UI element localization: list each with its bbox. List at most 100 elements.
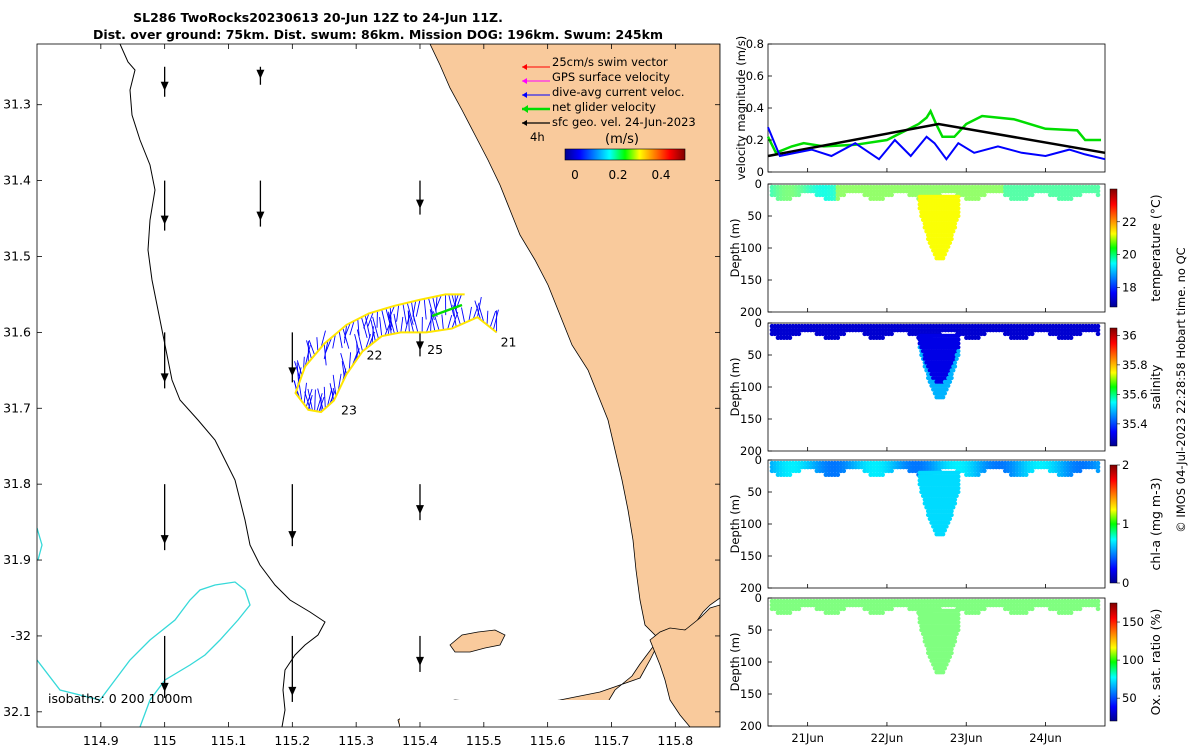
colorbar-title: (m/s) — [605, 132, 639, 147]
dive-current-vector — [406, 302, 414, 325]
dive-current-vector — [492, 309, 499, 330]
dive-avg-current-vectors — [293, 294, 499, 413]
section-panels: 0 50 1 0 0 150 200 Depth (m) 18 20 22 temperature (… — [728, 177, 1163, 745]
colorbar-label: Ox. sat. ratio (%) — [1148, 609, 1163, 716]
dive-current-vector — [400, 316, 404, 333]
map-x-ticks: 114.9 115 115.1 115.2 115.3 115.4 115.5 115.6 11… — [83, 44, 693, 748]
cbar-tick-0: 0 — [571, 168, 579, 182]
colorbar-tick: 18 — [1122, 280, 1137, 294]
day-label: 22 — [367, 347, 383, 362]
dive-current-vector — [363, 313, 370, 329]
net-velocity-arrow — [431, 303, 463, 318]
depth-ylabel: Depth (m) — [728, 219, 742, 278]
geo-arrow — [288, 635, 297, 702]
map-ytick-label: 31.4 — [3, 173, 31, 188]
map-xtick-label: 114.9 — [83, 733, 119, 748]
section-temperature: 0 50 100 150 200 Depth (m) 18 20 22 temperature (… — [728, 177, 1163, 319]
dive-current-vector — [306, 340, 312, 360]
colorbar-tick: 35.8 — [1122, 358, 1148, 372]
dive-current-vector — [318, 396, 325, 412]
cbar-tick-2: 0.4 — [651, 168, 670, 182]
dive-current-vector — [393, 313, 399, 334]
dive-current-vector — [476, 296, 482, 318]
date-tick-label: 22Jun — [871, 731, 904, 745]
colorbar-tick: 1 — [1122, 517, 1129, 531]
velocity-ylabel: velocity magnitude (m/s) — [734, 36, 748, 181]
dive-current-vector — [448, 294, 455, 317]
map-ytick-label: 31.5 — [3, 248, 31, 263]
geo-vector-arrows — [160, 66, 424, 702]
velocity-ytick: 0 — [757, 165, 764, 179]
legend-geo: sfc geo. vel. 24-Jun-2023 — [552, 115, 696, 129]
dive-current-vector — [451, 312, 459, 329]
dive-current-vector — [388, 305, 395, 321]
geo-arrow — [288, 332, 297, 383]
dive-current-vector — [329, 389, 336, 405]
dive-current-vector — [435, 295, 442, 310]
colorbar-label: temperature (°C) — [1148, 194, 1163, 301]
velocity-ytick: 0.2 — [746, 133, 764, 147]
map-legend: 25cm/s swim vector GPS surface velocity … — [522, 55, 696, 182]
dive-current-vector — [411, 301, 415, 322]
dive-current-vector — [303, 382, 307, 405]
geo-arrow — [256, 180, 265, 227]
section-colorbar — [1109, 464, 1118, 584]
dive-current-vector — [415, 299, 421, 317]
credit-text: © IMOS 04-Jul-2023 22:28:58 Hobart time.… — [1174, 247, 1188, 532]
dive-current-vector — [371, 326, 374, 344]
depth-ylabel: Depth (m) — [728, 358, 742, 417]
depth-tick: 150 — [740, 412, 762, 426]
dive-current-vector — [478, 306, 485, 323]
dive-current-vector — [472, 302, 480, 320]
colorbar-tick: 22 — [1122, 215, 1137, 229]
dive-current-vector — [412, 300, 417, 317]
isobath-1000 — [37, 527, 251, 727]
dive-current-vector — [332, 374, 337, 397]
depth-tick: 150 — [740, 273, 762, 287]
depth-tick: 0 — [755, 177, 762, 191]
map-ytick-label: 31.9 — [3, 552, 31, 567]
dive-current-vector — [489, 310, 497, 328]
dive-current-vector — [325, 337, 333, 353]
colorbar-tick: 0 — [1122, 576, 1129, 590]
dive-current-vector — [349, 320, 355, 336]
dive-current-vector — [387, 317, 392, 335]
dive-current-vector — [430, 310, 432, 332]
depth-tick: 50 — [747, 623, 762, 637]
map-ytick-label: 31.3 — [3, 97, 31, 112]
dive-current-vector — [323, 340, 329, 360]
depth-tick: 150 — [740, 549, 762, 563]
section-ox--sat--ratio: 0 50 100 150 200 Depth (m) 50 100 150 Ox. sat. ra… — [728, 591, 1163, 733]
peninsula — [649, 604, 720, 727]
depth-ylabel: Depth (m) — [728, 633, 742, 692]
map-xtick-label: 115 — [153, 733, 177, 748]
dive-current-vector — [396, 304, 400, 322]
map-xtick-label: 115.5 — [466, 733, 502, 748]
section-colorbar — [1109, 602, 1118, 722]
dive-current-vector — [468, 306, 472, 322]
dive-current-vector — [293, 380, 299, 396]
velocity-net-line — [766, 108, 1102, 155]
dive-current-vector — [305, 388, 313, 408]
map-xtick-label: 115.1 — [211, 733, 247, 748]
map-xtick-label: 115.6 — [530, 733, 566, 748]
dive-current-vector — [329, 383, 335, 401]
velocity-ytick: 0.4 — [746, 101, 764, 115]
dive-current-vector — [367, 311, 374, 327]
dive-current-vector — [323, 386, 326, 409]
depth-tick: 0 — [755, 316, 762, 330]
title-line-1: SL286 TwoRocks20230613 20-Jun 12Z to 24-… — [133, 10, 503, 25]
map-axes-box — [36, 43, 721, 728]
map-ytick-label: 31.8 — [3, 476, 31, 491]
dive-current-vector — [308, 340, 316, 356]
colorbar-tick: 35.4 — [1122, 417, 1148, 431]
dive-current-vector — [331, 388, 335, 403]
dive-current-vector — [342, 327, 350, 349]
colorbar-tick: 20 — [1122, 248, 1137, 262]
geo-arrow — [160, 635, 169, 698]
dive-current-vector — [364, 315, 371, 338]
depth-tick: 200 — [740, 444, 762, 458]
dive-current-vector — [402, 303, 407, 325]
colorbar-tick: 36 — [1122, 328, 1137, 342]
